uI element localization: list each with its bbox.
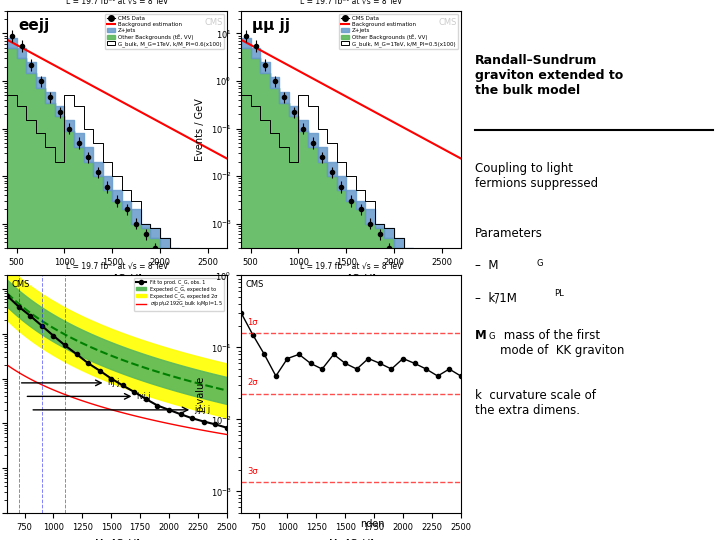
Text: PL: PL bbox=[554, 289, 564, 298]
Expected bbox=[3, 290, 12, 296]
$\sigma$(pp$\to$G_bulk) k/$\bar{M}_{Pl}$=1.5 bbox=[222, 431, 231, 438]
Text: ndon: ndon bbox=[360, 519, 384, 529]
Text: CMS: CMS bbox=[246, 280, 264, 289]
$\sigma$(pp$\to$G_bulk) k/$\bar{M}_{Pl}$=1.5 bbox=[134, 414, 143, 420]
Background estimation bbox=[212, 149, 220, 156]
Text: k  curvature scale of
the extra dimens.: k curvature scale of the extra dimens. bbox=[475, 389, 596, 417]
Observed bbox=[153, 402, 162, 409]
$\sigma$(pp$\to$G_bulk) k/$\bar{M}_{Pl}$=1.5 bbox=[116, 409, 125, 415]
X-axis label: M$_G$ [GeV]: M$_G$ [GeV] bbox=[94, 537, 140, 540]
Expected bbox=[134, 362, 143, 369]
Background estimation bbox=[246, 42, 254, 48]
Line: Observed: Observed bbox=[5, 294, 229, 430]
Text: 1σ: 1σ bbox=[247, 318, 258, 327]
Text: CMS: CMS bbox=[12, 280, 30, 289]
Observed bbox=[176, 411, 185, 417]
Expected bbox=[204, 383, 213, 389]
Line: Background estimation: Background estimation bbox=[7, 40, 227, 158]
Legend: CMS Data, Background estimation, Z+jets, Other Backgrounds (tĒ, VV), G_bulk, M_G: CMS Data, Background estimation, Z+jets,… bbox=[339, 14, 458, 49]
$\sigma$(pp$\to$G_bulk) k/$\bar{M}_{Pl}$=1.5 bbox=[54, 389, 63, 395]
Text: Coupling to light
fermions suppressed: Coupling to light fermions suppressed bbox=[475, 162, 598, 190]
Line: Expected: Expected bbox=[7, 293, 227, 390]
Observed bbox=[72, 351, 81, 357]
Observed bbox=[130, 389, 139, 395]
Text: 2σ: 2σ bbox=[247, 379, 258, 387]
Observed bbox=[199, 418, 208, 425]
Observed bbox=[119, 382, 127, 389]
Legend: CMS Data, Background estimation, Z+jets, Other Backgrounds (tĒ, VV), G_bulk, M_G: CMS Data, Background estimation, Z+jets,… bbox=[105, 14, 224, 49]
Line: Background estimation: Background estimation bbox=[241, 40, 461, 158]
Observed bbox=[3, 293, 12, 299]
Text: mass of the first
mode of  KK graviton: mass of the first mode of KK graviton bbox=[500, 329, 625, 357]
Text: G: G bbox=[536, 259, 543, 268]
$\sigma$(pp$\to$G_bulk) k/$\bar{M}_{Pl}$=1.5 bbox=[45, 385, 54, 392]
Expected bbox=[116, 356, 125, 362]
$\sigma$(pp$\to$G_bulk) k/$\bar{M}_{Pl}$=1.5 bbox=[212, 429, 220, 436]
Observed bbox=[222, 424, 231, 431]
Text: llj j: llj j bbox=[108, 379, 119, 387]
$\sigma$(pp$\to$G_bulk) k/$\bar{M}_{Pl}$=1.5 bbox=[204, 428, 213, 435]
Text: M: M bbox=[475, 329, 487, 342]
Expected bbox=[222, 387, 231, 394]
Expected bbox=[54, 328, 63, 334]
Expected bbox=[212, 384, 220, 391]
Expected bbox=[45, 322, 54, 329]
Observed bbox=[37, 322, 46, 329]
Text: eejj: eejj bbox=[18, 18, 50, 33]
Y-axis label: Events / GeV: Events / GeV bbox=[195, 98, 205, 161]
Background estimation bbox=[278, 59, 287, 65]
Text: Parameters: Parameters bbox=[475, 227, 543, 240]
Observed bbox=[95, 367, 104, 374]
Text: L = 19.7 fb⁻¹ at √s = 8 TeV: L = 19.7 fb⁻¹ at √s = 8 TeV bbox=[300, 262, 402, 271]
Background estimation bbox=[237, 37, 246, 43]
Text: G: G bbox=[488, 332, 495, 341]
Background estimation bbox=[3, 37, 12, 43]
Text: Randall–Sundrum
graviton extended to
the bulk model: Randall–Sundrum graviton extended to the… bbox=[475, 54, 624, 97]
Background estimation bbox=[456, 155, 465, 161]
Background estimation bbox=[295, 68, 304, 75]
Text: 3σ: 3σ bbox=[247, 467, 258, 476]
Background estimation bbox=[44, 59, 53, 65]
Background estimation bbox=[446, 149, 454, 156]
Text: lνj j: lνj j bbox=[137, 392, 150, 401]
Background estimation bbox=[438, 145, 446, 152]
$\sigma$(pp$\to$G_bulk) k/$\bar{M}_{Pl}$=1.5 bbox=[3, 362, 12, 368]
Observed bbox=[211, 421, 220, 428]
Observed bbox=[14, 303, 23, 310]
Observed bbox=[60, 342, 69, 349]
Background estimation bbox=[61, 68, 70, 75]
Background estimation bbox=[222, 155, 231, 161]
Observed bbox=[84, 360, 92, 367]
Observed bbox=[165, 407, 174, 413]
X-axis label: m$_{ZZ}$ [GeV]: m$_{ZZ}$ [GeV] bbox=[91, 273, 143, 287]
Observed bbox=[142, 396, 150, 402]
Observed bbox=[26, 313, 35, 319]
Observed bbox=[107, 375, 115, 382]
Observed bbox=[49, 333, 58, 339]
Text: μμ jj: μμ jj bbox=[252, 18, 290, 33]
Y-axis label: p-value: p-value bbox=[195, 376, 205, 413]
Text: CMS: CMS bbox=[438, 18, 456, 27]
Text: L = 19.7 fb⁻¹ at √s = 8 TeV: L = 19.7 fb⁻¹ at √s = 8 TeV bbox=[300, 0, 402, 6]
Line: $\sigma$(pp$\to$G_bulk) k/$\bar{M}_{Pl}$=1.5: $\sigma$(pp$\to$G_bulk) k/$\bar{M}_{Pl}$… bbox=[7, 365, 227, 435]
Legend: Fit to prod. C_G, obs. 1, Expected C_G, expected to, Expected C_G, expected 2σ, : Fit to prod. C_G, obs. 1, Expected C_G, … bbox=[134, 278, 225, 311]
Background estimation bbox=[12, 42, 20, 48]
Text: CMS: CMS bbox=[204, 18, 222, 27]
Background estimation bbox=[250, 44, 258, 50]
X-axis label: m$_{ZZ}$ [GeV]: m$_{ZZ}$ [GeV] bbox=[325, 273, 377, 287]
X-axis label: M$_G$ [GeV]: M$_G$ [GeV] bbox=[328, 537, 374, 540]
Text: j j j j: j j j j bbox=[194, 406, 210, 414]
Background estimation bbox=[204, 145, 212, 152]
Text: –  M: – M bbox=[475, 259, 499, 272]
Text: L = 19.7 fb⁻¹ at √s = 8 TeV: L = 19.7 fb⁻¹ at √s = 8 TeV bbox=[66, 0, 168, 6]
Background estimation bbox=[16, 44, 24, 50]
Text: –  k/̄1M: – k/̄1M bbox=[475, 292, 517, 305]
Text: L = 19.7 fb⁻¹ at √s = 8 TeV: L = 19.7 fb⁻¹ at √s = 8 TeV bbox=[66, 262, 168, 271]
Observed bbox=[188, 415, 197, 422]
